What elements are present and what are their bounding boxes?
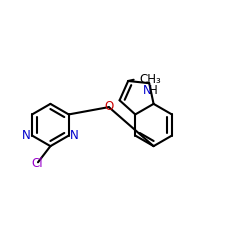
Text: O: O	[104, 100, 114, 113]
Text: N: N	[70, 129, 78, 142]
Text: N: N	[22, 129, 31, 142]
Text: Cl: Cl	[32, 157, 43, 170]
Text: H: H	[149, 84, 158, 97]
Text: CH₃: CH₃	[139, 73, 161, 86]
Text: N: N	[143, 84, 152, 97]
